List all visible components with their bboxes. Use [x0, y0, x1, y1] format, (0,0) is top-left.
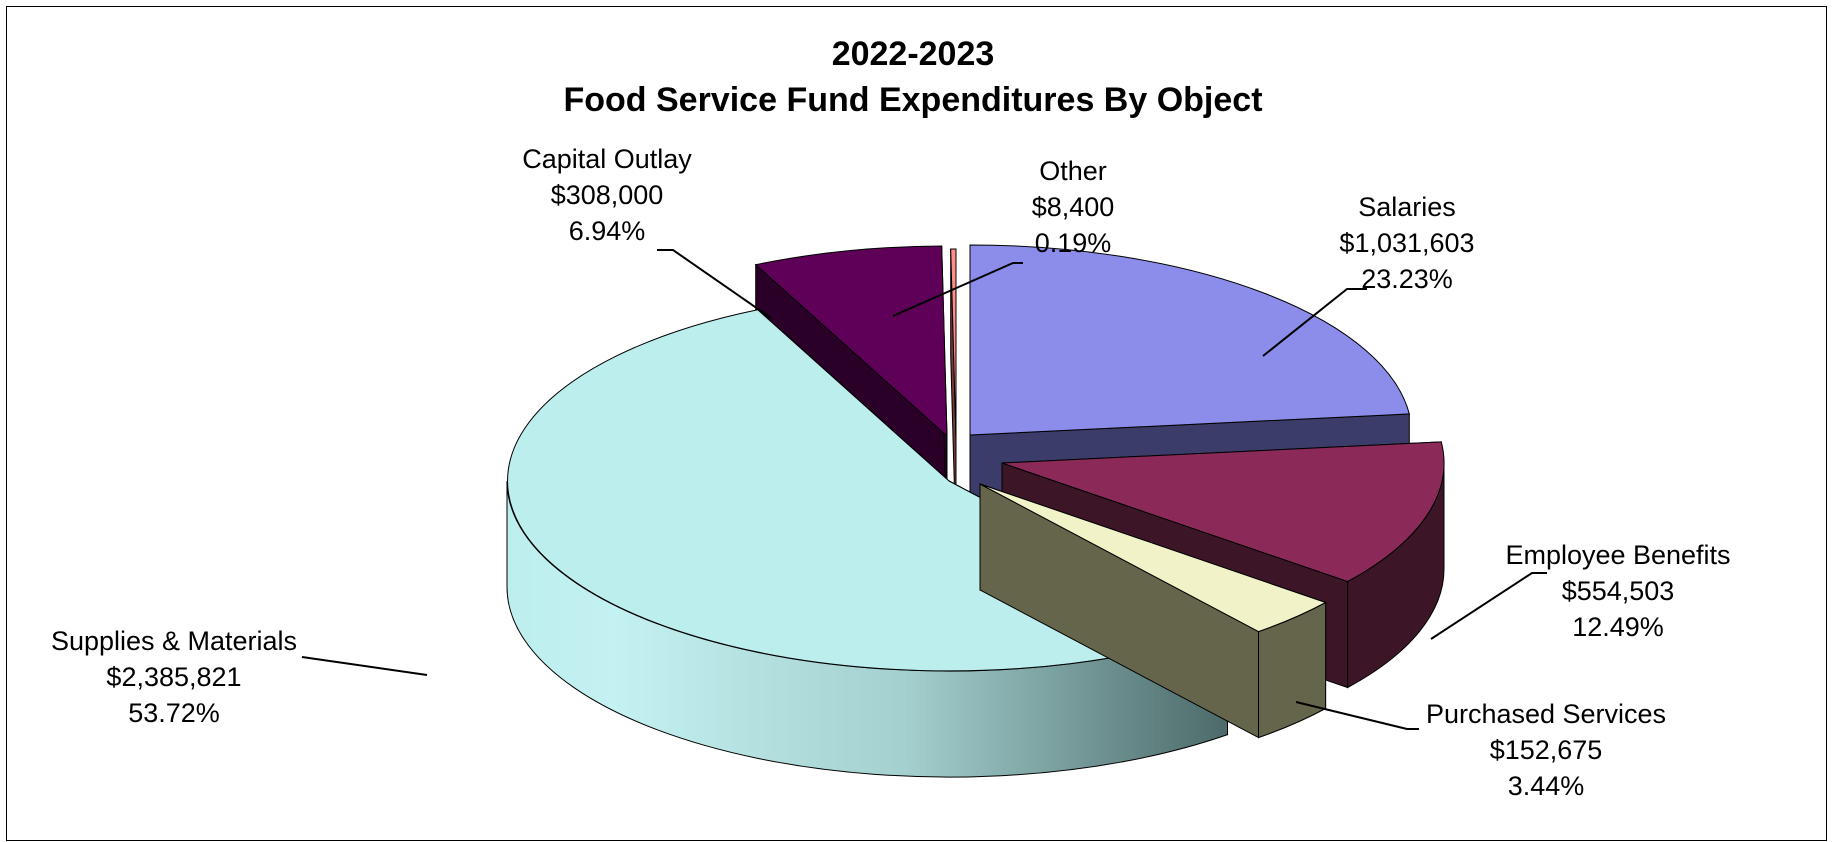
- slice-top-capital-outlay: [754, 245, 948, 438]
- label-name-purchased-services: Purchased Services: [1426, 699, 1666, 729]
- data-label-salaries: Salaries $1,031,603 23.23%: [1262, 192, 1475, 357]
- label-percent-other: 0.19%: [1035, 228, 1112, 258]
- label-amount-employee-benefits: $554,503: [1562, 576, 1675, 606]
- slice-top-purchased-services: [979, 483, 1327, 633]
- slice-other: [950, 248, 957, 546]
- label-name-employee-benefits: Employee Benefits: [1505, 540, 1730, 570]
- label-name-capital-outlay: Capital Outlay: [522, 144, 692, 174]
- labels-layer: Salaries $1,031,603 23.23% Employee Benefit…: [51, 144, 1731, 801]
- label-amount-other: $8,400: [1032, 192, 1115, 222]
- leader-line-supplies-materials: [301, 656, 428, 676]
- pie-chart: 2022-2023 Food Service Fund Expenditures…: [51, 35, 1731, 801]
- label-name-other: Other: [1039, 156, 1107, 186]
- data-label-purchased-services: Purchased Services $152,675 3.44%: [1295, 699, 1666, 801]
- leader-line-other: [892, 262, 1023, 317]
- data-label-capital-outlay: Capital Outlay $308,000 6.94%: [522, 144, 772, 319]
- label-percent-purchased-services: 3.44%: [1508, 771, 1585, 801]
- slice-purchased-services: [979, 483, 1327, 739]
- label-name-supplies-materials: Supplies & Materials: [51, 626, 297, 656]
- data-label-employee-benefits: Employee Benefits $554,503 12.49%: [1430, 540, 1731, 642]
- leader-line-employee-benefits: [1430, 572, 1547, 640]
- label-amount-capital-outlay: $308,000: [551, 180, 664, 210]
- label-amount-salaries: $1,031,603: [1339, 228, 1474, 258]
- label-percent-supplies-materials: 53.72%: [128, 698, 220, 728]
- data-label-other: Other $8,400 0.19%: [892, 156, 1115, 317]
- label-percent-employee-benefits: 12.49%: [1572, 612, 1664, 642]
- label-amount-purchased-services: $152,675: [1490, 735, 1603, 765]
- slice-top-other: [950, 248, 957, 440]
- leader-line-salaries: [1262, 288, 1367, 357]
- slice-top-salaries: [969, 244, 1410, 436]
- chart-title: 2022-2023: [832, 35, 995, 73]
- data-label-supplies-materials: Supplies & Materials $2,385,821 53.72%: [51, 626, 428, 728]
- chart-frame: 2022-2023 Food Service Fund Expenditures…: [6, 6, 1827, 841]
- leader-line-capital-outlay: [657, 249, 772, 319]
- slices-layer: [506, 244, 1445, 778]
- label-name-salaries: Salaries: [1358, 192, 1456, 222]
- leader-line-purchased-services: [1295, 701, 1419, 730]
- chart-subtitle: Food Service Fund Expenditures By Object: [563, 81, 1262, 119]
- label-percent-capital-outlay: 6.94%: [569, 216, 646, 246]
- slice-top-employee-benefits: [1001, 441, 1445, 583]
- label-amount-supplies-materials: $2,385,821: [106, 662, 241, 692]
- label-percent-salaries: 23.23%: [1361, 264, 1453, 294]
